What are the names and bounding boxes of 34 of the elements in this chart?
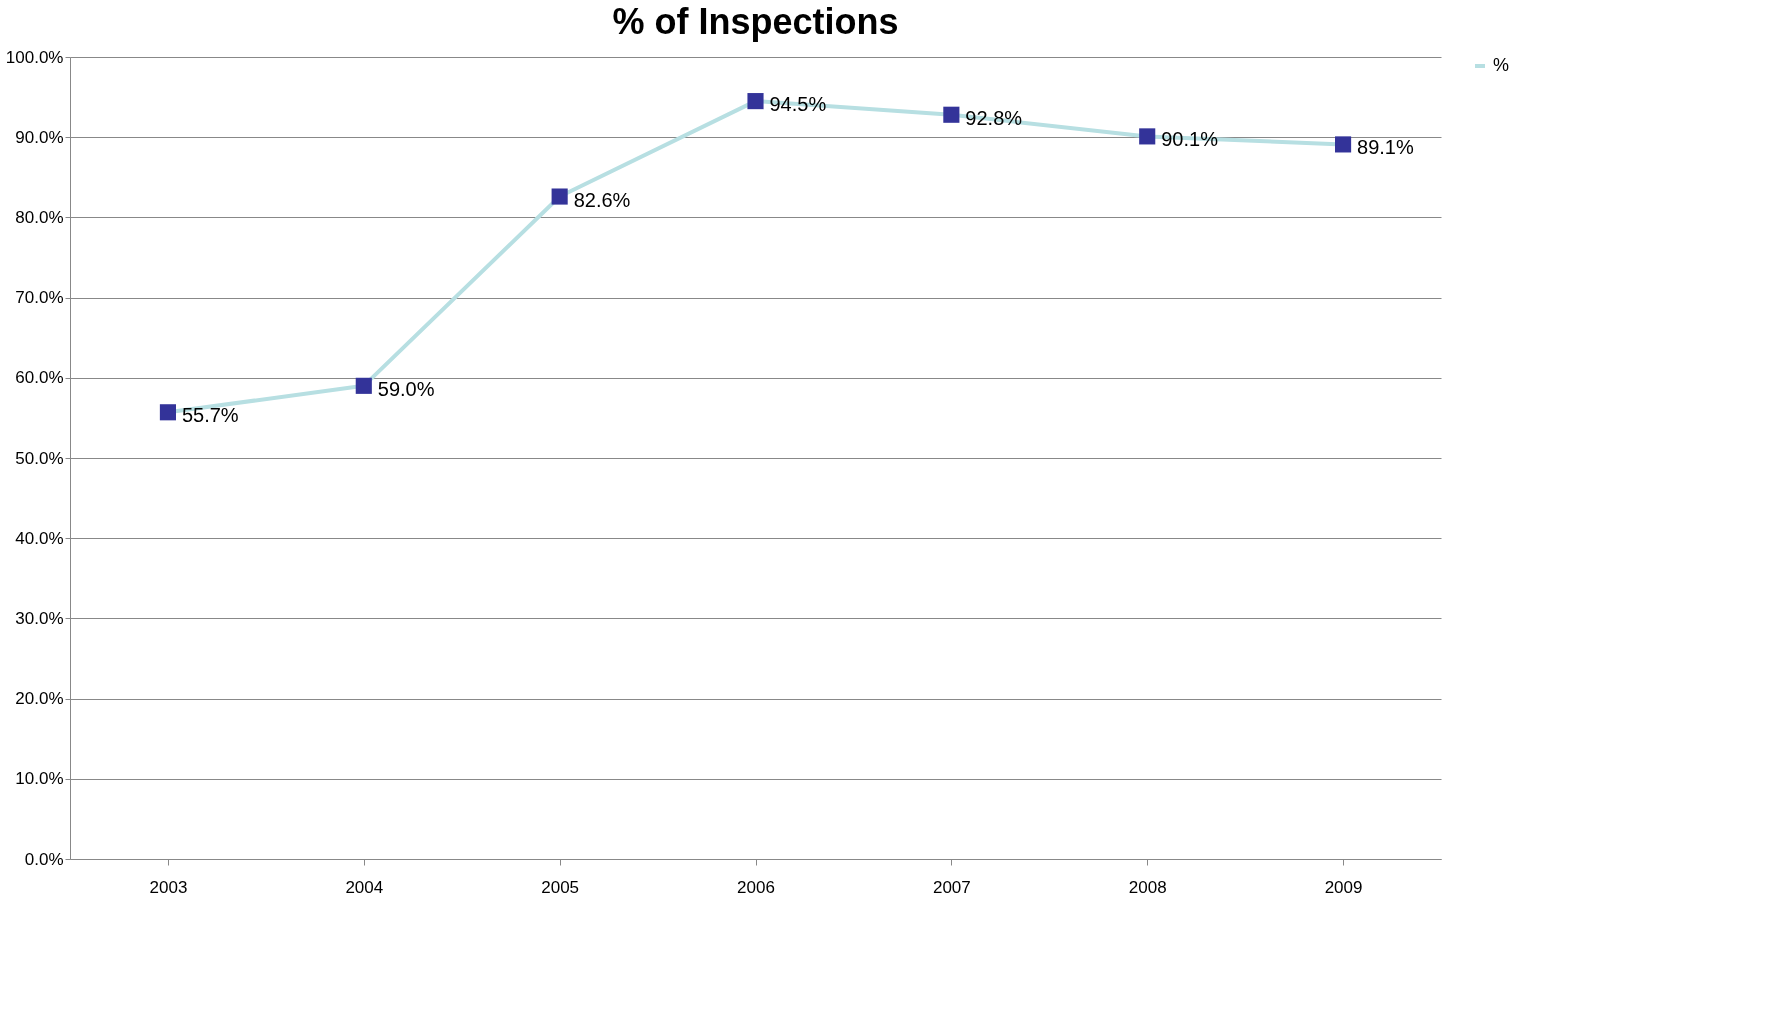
data-label: 82.6% [573, 188, 631, 211]
data-label: 55.7% [181, 404, 239, 427]
y-tick-label: 80.0% [15, 207, 64, 227]
x-tick-label: 2007 [932, 877, 971, 897]
y-tick-label: 70.0% [15, 288, 64, 308]
x-tick-label: 2008 [1128, 877, 1167, 897]
y-tick-label: 20.0% [15, 689, 64, 709]
point [1335, 136, 1352, 153]
point [943, 106, 960, 123]
y-tick-label: 100.0% [5, 47, 64, 67]
point [551, 188, 568, 205]
point [355, 377, 372, 394]
x-tick-label: 2009 [1324, 877, 1363, 897]
x-tick-label: 2004 [345, 877, 384, 897]
legend-label: % [1493, 55, 1510, 75]
y-tick-label: 10.0% [15, 769, 64, 789]
point [747, 93, 764, 110]
y-tick-label: 0.0% [24, 849, 64, 869]
y-tick-label: 60.0% [15, 368, 64, 388]
point [159, 404, 176, 421]
data-label: 94.5% [769, 93, 827, 116]
data-label: 92.8% [965, 106, 1023, 129]
data-label: 59.0% [377, 377, 435, 400]
data-label: 89.1% [1357, 136, 1414, 159]
y-tick-label: 50.0% [15, 448, 64, 468]
x-tick-label: 2003 [149, 877, 188, 897]
point [1139, 128, 1156, 145]
chart-title: % of Inspections [612, 1, 899, 42]
x-tick-label: 2005 [541, 877, 580, 897]
y-tick-label: 30.0% [15, 608, 64, 628]
data-label: 90.1% [1161, 128, 1219, 151]
y-tick-label: 40.0% [15, 528, 64, 548]
x-tick-label: 2006 [737, 877, 775, 897]
y-tick-label: 90.0% [15, 127, 64, 147]
